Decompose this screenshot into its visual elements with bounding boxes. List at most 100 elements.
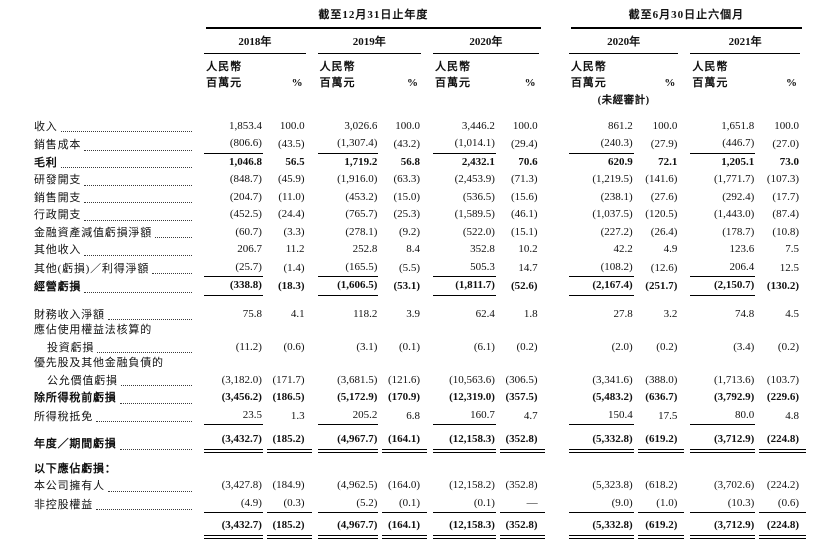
percent-cell	[755, 323, 806, 339]
percent-cell: 56.5	[285, 155, 305, 168]
value-cell: (4,967.7)	[312, 431, 379, 453]
value-cell	[427, 356, 496, 372]
percent-cell: (0.2)	[516, 340, 538, 353]
table-row: 投資虧損 (11.2) (0.6) (3.1) (0.1) (6.1) (0.2) (2.0)…	[34, 339, 806, 357]
value-cell: (1,589.5)	[454, 208, 495, 220]
dot-leader	[119, 448, 193, 450]
percent-cell	[378, 356, 427, 372]
percent-cell: 72.1	[658, 155, 678, 168]
value-cell	[684, 462, 755, 478]
value-cell: (12,158.2)	[449, 479, 495, 491]
percent-cell: (224.8)	[755, 431, 806, 453]
percent-cell: (26.4)	[650, 225, 678, 238]
value-cell	[198, 356, 263, 372]
percent-cell	[378, 462, 427, 478]
percent-cell: (619.2)	[634, 431, 685, 453]
percent-cell: (184.9)	[272, 479, 305, 491]
dot-leader	[152, 273, 193, 274]
percent-cell: (46.1)	[511, 208, 538, 220]
value-cell: 150.4	[563, 407, 634, 425]
percent-cell: (24.4)	[277, 208, 305, 220]
value-cell	[563, 323, 634, 339]
value-cell: (292.4)	[722, 190, 755, 203]
column-gap	[545, 54, 563, 91]
table-row: 本公司擁有人 (3,427.8) (184.9) (4,962.5) (164.0) (1…	[34, 477, 806, 495]
percent-cell: (171.7)	[272, 373, 305, 386]
value-cell: (3.4)	[733, 340, 755, 353]
value-cell: (3,712.9)	[684, 517, 756, 539]
percent-header: %	[786, 76, 797, 89]
year-header-row: 2018年 2019年 2020年 2020年 2021年	[34, 29, 806, 55]
value-cell: (3,456.2)	[221, 391, 262, 403]
empty-cell	[684, 91, 806, 109]
value-cell: (3,341.6)	[592, 373, 633, 386]
percent-cell: (0.1)	[378, 495, 428, 513]
value-cell: (25.7)	[198, 259, 263, 277]
value-cell: 80.0	[684, 407, 756, 425]
column-gap	[545, 135, 563, 154]
value-cell: (1,771.7)	[713, 173, 755, 185]
value-cell: (446.7)	[684, 135, 756, 154]
value-cell: (12,158.3)	[427, 517, 496, 539]
row-label: 應佔使用權益法核算的	[34, 324, 152, 336]
value-cell: (11.2)	[235, 340, 262, 353]
table-row: 研發開支 (848.7) (45.9) (1,916.0) (63.3) (2,453.9…	[34, 171, 806, 189]
column-gap	[545, 389, 563, 407]
column-gap	[545, 407, 563, 426]
percent-cell: (121.6)	[387, 373, 421, 386]
percent-cell: (1.0)	[634, 495, 685, 513]
dot-leader	[84, 219, 193, 221]
percent-cell: (306.5)	[505, 373, 538, 386]
column-gap	[545, 154, 563, 172]
dot-leader	[84, 184, 193, 186]
year-header-2021-interim: 2021年	[684, 29, 806, 54]
percent-cell: (3.3)	[283, 225, 305, 238]
percent-cell: (357.5)	[505, 391, 538, 403]
percent-cell: (45.9)	[277, 173, 305, 185]
percent-cell: 3.9	[406, 307, 421, 320]
value-cell: (178.7)	[722, 225, 755, 238]
value-cell: 1,719.2	[344, 155, 378, 168]
value-cell	[427, 462, 496, 478]
percent-cell: (17.7)	[772, 190, 799, 203]
value-cell: (240.3)	[563, 135, 634, 154]
column-gap	[545, 372, 563, 390]
percent-cell: (15.1)	[511, 225, 538, 238]
value-cell: 160.7	[427, 407, 496, 425]
currency-unit-header: 人民幣 百萬元	[435, 61, 472, 89]
value-cell: (10.3)	[684, 495, 756, 513]
value-cell: (452.5)	[229, 208, 262, 220]
percent-cell: (12.6)	[650, 261, 678, 274]
value-cell: (165.5)	[312, 259, 379, 277]
percent-cell: (229.6)	[766, 391, 799, 403]
value-cell: (60.7)	[235, 225, 262, 238]
percent-cell	[634, 462, 685, 478]
unaudited-note-row: (未經審計)	[34, 91, 806, 109]
empty-cell	[34, 29, 198, 55]
value-cell: (3,792.9)	[713, 391, 755, 403]
value-cell: 3,446.2	[461, 119, 495, 132]
dot-leader	[97, 352, 193, 353]
value-cell: (3,702.6)	[713, 479, 755, 491]
table-row: 財務收入淨額 75.8 4.1 118.2 3.9 62.4 1.8 27.8 3.2 74.8 4…	[34, 306, 806, 324]
row-label: 毛利	[34, 154, 198, 172]
value-cell: (3,427.8)	[221, 479, 262, 491]
dot-leader	[96, 421, 193, 422]
table-row	[34, 453, 806, 462]
table-row: 優先股及其他金融負債的	[34, 356, 806, 372]
percent-cell: 73.0	[779, 155, 799, 168]
percent-cell: 56.8	[400, 155, 421, 168]
percent-cell: (43.2)	[393, 138, 421, 150]
percent-cell: 4.1	[290, 307, 305, 320]
row-label: 財務收入淨額	[34, 306, 198, 324]
table-header: 截至12月31日止年度 截至6月30日止六個月 2018年 2019年 2020…	[34, 8, 806, 118]
value-cell: 42.2	[613, 243, 633, 255]
percent-cell: 12.5	[779, 261, 799, 274]
value-cell: (453.2)	[345, 190, 378, 203]
value-cell	[312, 356, 379, 372]
percent-cell: 100.0	[279, 119, 305, 132]
percent-cell: (9.2)	[398, 225, 421, 238]
value-cell: 861.2	[607, 119, 633, 132]
percent-cell: (11.0)	[278, 190, 305, 203]
